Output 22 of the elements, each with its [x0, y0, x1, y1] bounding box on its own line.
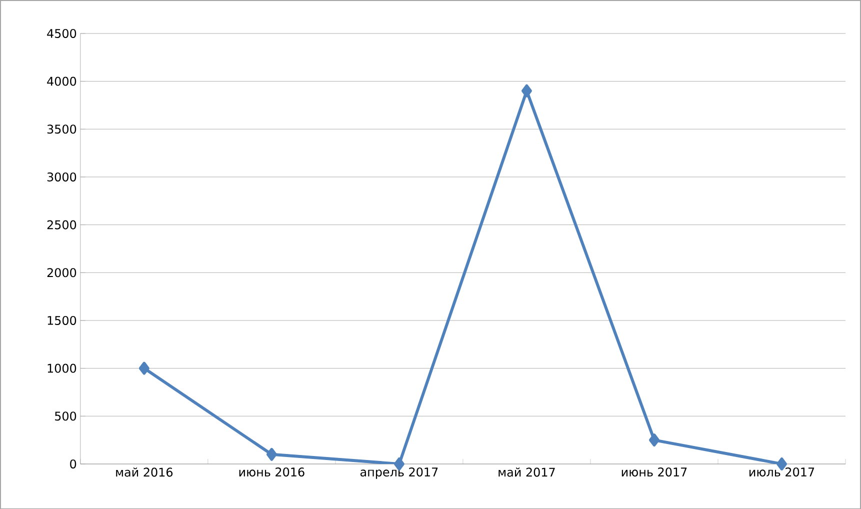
point [776, 457, 788, 470]
point [138, 362, 150, 375]
y-tick-label: 500 [55, 411, 76, 420]
point [649, 433, 660, 446]
y-tick-label: 3000 [47, 172, 76, 182]
x-tick-label: июнь 2016 [239, 467, 304, 476]
y-tick-label: 4500 [47, 28, 76, 38]
x-tick-label: июль 2017 [750, 467, 814, 476]
y-tick-label: 4000 [47, 76, 76, 86]
y-tick-label: 2500 [47, 220, 76, 230]
y-tick-label: 1500 [48, 316, 76, 325]
point [521, 84, 532, 98]
y-tick-label: 3500 [47, 124, 76, 134]
x-tick-label: май 2017 [498, 467, 555, 477]
x-tick-label: май 2016 [116, 467, 173, 477]
x-tick-label: апрель 2017 [360, 467, 438, 479]
point [266, 448, 277, 461]
point [394, 457, 404, 470]
y-tick-label: 0 [70, 459, 76, 468]
x-tick-label: июнь 2017 [622, 467, 687, 476]
y-tick-label: 2000 [47, 268, 76, 277]
y-tick-label: 1000 [48, 364, 76, 373]
